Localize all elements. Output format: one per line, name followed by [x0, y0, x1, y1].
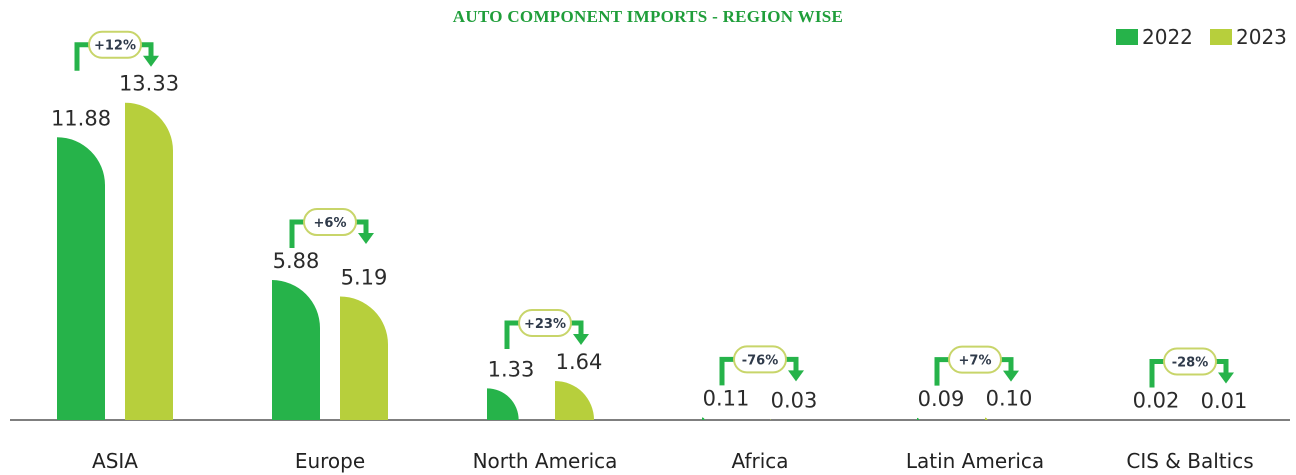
category-label: Europe	[295, 449, 365, 473]
growth-arrow-head	[788, 370, 804, 382]
legend-label-2022: 2022	[1142, 25, 1193, 49]
growth-arrow-line	[571, 320, 584, 335]
legend-swatch-2023	[1210, 29, 1232, 45]
growth-arrow-line	[141, 42, 154, 57]
bar-2022	[487, 388, 535, 420]
growth-label: +6%	[314, 216, 347, 231]
bar-2023	[555, 380, 603, 420]
bar-2023	[125, 102, 173, 420]
growth-arrow-line	[786, 356, 799, 372]
growth-badge	[518, 308, 572, 337]
growth-arrow-line	[719, 356, 734, 386]
legend-label-2023: 2023	[1236, 25, 1287, 49]
data-label-2022: 1.33	[488, 357, 535, 381]
data-label-2023: 0.01	[1201, 389, 1248, 413]
legend: 2022 2023	[1116, 25, 1287, 49]
growth-label: -28%	[1172, 356, 1209, 371]
growth-arrow-line	[504, 320, 519, 349]
data-label-2023: 1.64	[556, 350, 603, 374]
category-label: CIS & Baltics	[1126, 449, 1253, 473]
growth-arrow-head	[1003, 370, 1019, 382]
chart-marks: 11.88 13.33 ASIA +12% 5.88 5.19 Europe +6% 1.33 1…	[51, 30, 1254, 473]
growth-arrow-head	[143, 55, 159, 67]
growth-arrow-line	[1001, 357, 1014, 372]
data-label-2022: 0.02	[1133, 389, 1180, 413]
bar-2022	[272, 280, 320, 420]
growth-badge	[303, 208, 357, 237]
growth-label: -76%	[742, 353, 779, 368]
data-label-2023: 0.10	[986, 387, 1033, 411]
data-label-2022: 11.88	[51, 106, 111, 130]
growth-label: +23%	[524, 317, 566, 332]
category-label: Latin America	[906, 449, 1044, 473]
growth-badge	[1163, 347, 1217, 376]
data-label-2022: 0.11	[703, 386, 750, 410]
data-label-2022: 5.88	[273, 249, 320, 273]
data-label-2023: 13.33	[119, 72, 179, 96]
growth-badge	[948, 345, 1002, 374]
growth-badge	[733, 345, 787, 374]
growth-arrow-line	[74, 42, 89, 71]
growth-arrow-line	[1216, 359, 1229, 374]
growth-arrow-head	[1218, 372, 1234, 384]
data-label-2023: 5.19	[341, 265, 388, 289]
growth-arrow-head	[573, 333, 589, 345]
growth-arrow-head	[358, 233, 374, 245]
legend-swatch-2022	[1116, 29, 1138, 45]
growth-badge	[88, 30, 142, 59]
data-label-2022: 0.09	[918, 387, 965, 411]
data-label-2023: 0.03	[771, 388, 818, 412]
growth-label: +12%	[94, 39, 136, 54]
category-label: Africa	[731, 449, 788, 473]
growth-arrow-line	[934, 357, 949, 386]
growth-arrow-line	[1149, 359, 1164, 388]
growth-arrow-line	[356, 219, 369, 235]
category-label: ASIA	[92, 449, 138, 473]
bar-2022	[57, 137, 105, 421]
chart-title: AUTO COMPONENT IMPORTS - REGION WISE	[453, 7, 843, 26]
category-label: North America	[473, 449, 618, 473]
growth-arrow-line	[289, 219, 304, 249]
bar-2023	[340, 296, 388, 420]
growth-label: +7%	[959, 354, 992, 369]
